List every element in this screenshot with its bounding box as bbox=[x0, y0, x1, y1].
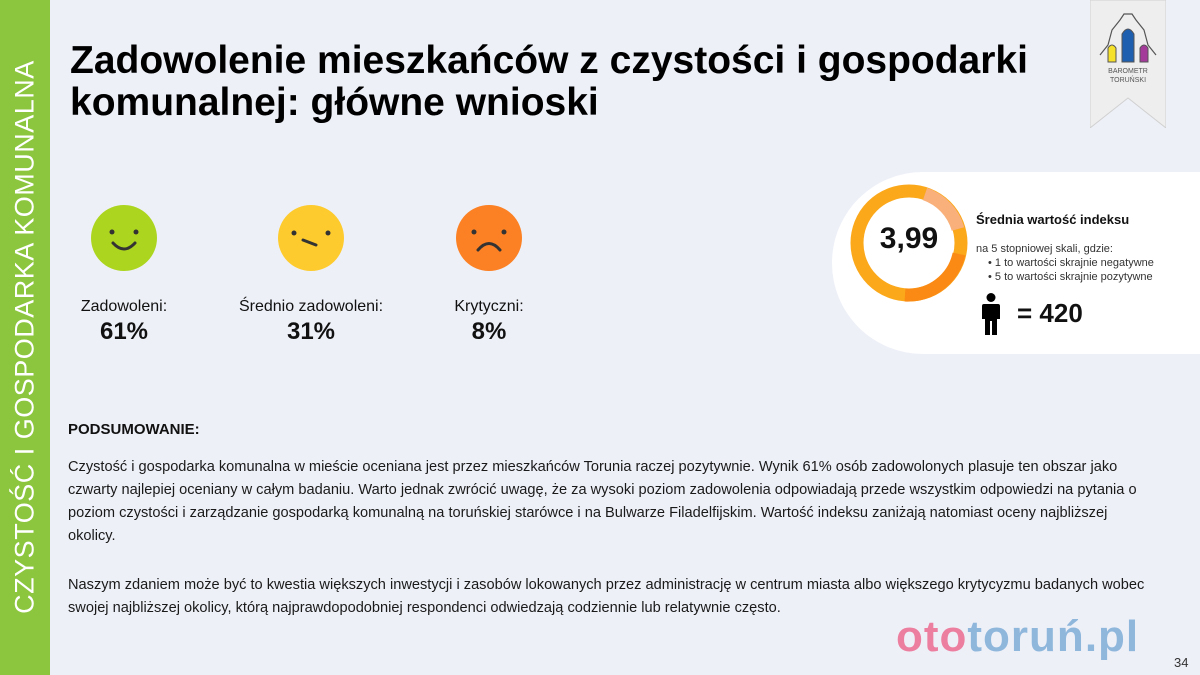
summary-paragraph: Czystość i gospodarka komunalna w mieści… bbox=[68, 459, 1137, 544]
sad-face-icon bbox=[456, 205, 522, 271]
face-value: 31% bbox=[286, 318, 336, 345]
face-neutral: Średnio zadowoleni: 31% bbox=[211, 205, 411, 346]
person-icon bbox=[982, 293, 1000, 335]
page-title: Zadowolenie mieszkańców z czystości i go… bbox=[70, 39, 1028, 124]
face-value: 8% bbox=[471, 318, 507, 345]
brand-part: toruń.pl bbox=[967, 612, 1140, 661]
logo-text-2: TORUŃSKI bbox=[1109, 77, 1147, 84]
page-number: 34 bbox=[1174, 655, 1189, 670]
respondent-count: = 420 bbox=[1017, 298, 1083, 328]
summary-heading: PODSUMOWANIE: bbox=[68, 421, 200, 438]
face-label: Krytyczni: bbox=[454, 298, 524, 315]
section-sidebar: CZYSTOŚĆ I GOSPODARKA KOMUNALNA bbox=[0, 0, 50, 675]
face-critical: Krytyczni: 8% bbox=[389, 205, 589, 346]
index-bullet: 5 to wartości skrajnie pozytywne bbox=[988, 270, 1154, 284]
neutral-face-icon bbox=[278, 205, 344, 271]
face-label: Średnio zadowoleni: bbox=[238, 298, 384, 315]
happy-face-icon bbox=[91, 205, 157, 271]
face-value: 61% bbox=[99, 318, 149, 345]
face-satisfied: Zadowoleni: 61% bbox=[24, 205, 224, 346]
index-title: Średnia wartość indeksu bbox=[976, 212, 1130, 227]
brand-watermark: ototoruń.pl bbox=[896, 612, 1139, 662]
face-label: Zadowoleni: bbox=[80, 298, 168, 315]
summary-paragraph: Naszym zdaniem może być to kwestia więks… bbox=[68, 577, 1145, 616]
index-bullet: 1 to wartości skrajnie negatywne bbox=[988, 256, 1154, 270]
brand-part: oto bbox=[896, 612, 968, 661]
index-value: 3,99 bbox=[879, 222, 939, 255]
logo-text-1: BAROMETR bbox=[1108, 68, 1148, 75]
index-description: na 5 stopniowej skali, gdzie: 1 to warto… bbox=[976, 242, 1154, 284]
barometr-logo bbox=[1090, 0, 1166, 128]
index-desc-text: na 5 stopniowej skali, gdzie: bbox=[976, 243, 1113, 255]
index-ring-icon bbox=[850, 184, 968, 302]
